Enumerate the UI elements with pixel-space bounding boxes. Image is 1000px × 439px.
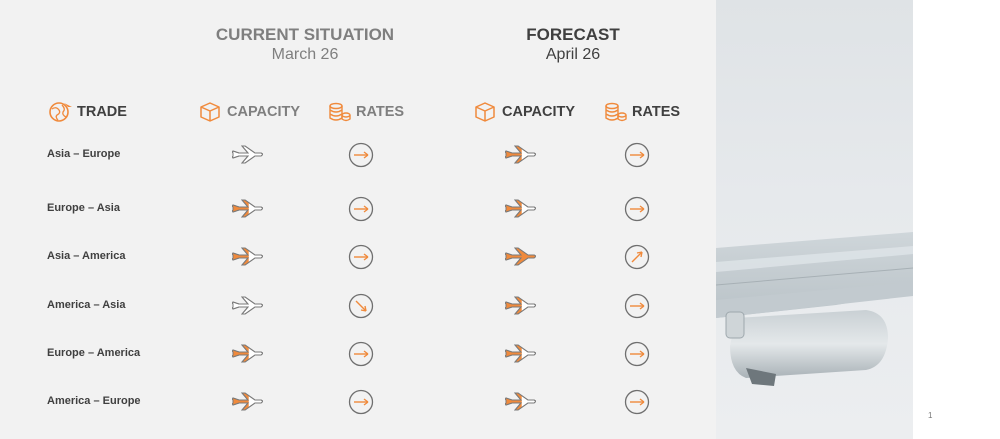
current-rates-column-label: RATES [356, 104, 405, 120]
current-capacity-plane-icon [230, 199, 264, 219]
forecast-rate-flat-arrow-icon [624, 389, 650, 415]
forecast-capacity-plane-icon [503, 344, 537, 364]
boxes-icon [472, 101, 498, 123]
trade-row-label: Asia – Europe [47, 148, 121, 160]
forecast-capacity-plane-icon [503, 392, 537, 412]
current-capacity-column-header: CAPACITY [197, 101, 300, 123]
forecast-rates-column-label: RATES [632, 104, 681, 120]
forecast-capacity-plane-icon [503, 296, 537, 316]
current-rate-down-arrow-icon [348, 293, 374, 319]
current-capacity-plane-icon [230, 296, 264, 316]
current-capacity-plane-icon [230, 392, 264, 412]
current-situation-date: March 26 [271, 46, 339, 63]
forecast-rate-up-arrow-icon [624, 244, 650, 270]
forecast-capacity-plane-icon [503, 247, 537, 267]
globe-icon [47, 101, 73, 123]
forecast-capacity-plane-icon [503, 199, 537, 219]
aircraft-wing-photo [716, 0, 913, 439]
coins-icon [602, 101, 628, 123]
boxes-icon [197, 101, 223, 123]
trade-row-label: America – Europe [47, 395, 141, 407]
current-situation-header: CURRENT SITUATION March 26 [190, 25, 420, 64]
current-capacity-column-label: CAPACITY [227, 104, 301, 120]
current-rate-flat-arrow-icon [348, 142, 374, 168]
forecast-header: FORECAST April 26 [463, 25, 683, 64]
trade-column-header: TRADE [47, 101, 127, 123]
current-rate-flat-arrow-icon [348, 244, 374, 270]
current-rate-flat-arrow-icon [348, 341, 374, 367]
forecast-capacity-column-header: CAPACITY [472, 101, 575, 123]
trade-row-label: Europe – America [47, 347, 141, 359]
trade-row-label: Europe – Asia [47, 202, 120, 214]
trade-column-label: TRADE [77, 104, 127, 120]
current-rate-flat-arrow-icon [348, 389, 374, 415]
current-capacity-plane-icon [230, 247, 264, 267]
trade-row-label: Asia – America [47, 250, 126, 262]
current-rates-column-header: RATES [326, 101, 404, 123]
current-capacity-plane-icon [230, 145, 264, 165]
trade-row-label: America – Asia [47, 299, 126, 311]
current-capacity-plane-icon [230, 344, 264, 364]
forecast-rates-column-header: RATES [602, 101, 680, 123]
forecast-date: April 26 [545, 46, 601, 63]
coins-icon [326, 101, 352, 123]
forecast-rate-flat-arrow-icon [624, 142, 650, 168]
page-number: 1 [928, 411, 933, 420]
forecast-capacity-plane-icon [503, 145, 537, 165]
current-situation-title: CURRENT SITUATION [215, 25, 395, 44]
forecast-rate-flat-arrow-icon [624, 293, 650, 319]
forecast-capacity-column-label: CAPACITY [502, 104, 576, 120]
forecast-rate-flat-arrow-icon [624, 196, 650, 222]
forecast-rate-flat-arrow-icon [624, 341, 650, 367]
current-rate-flat-arrow-icon [348, 196, 374, 222]
forecast-title: FORECAST [526, 25, 620, 44]
